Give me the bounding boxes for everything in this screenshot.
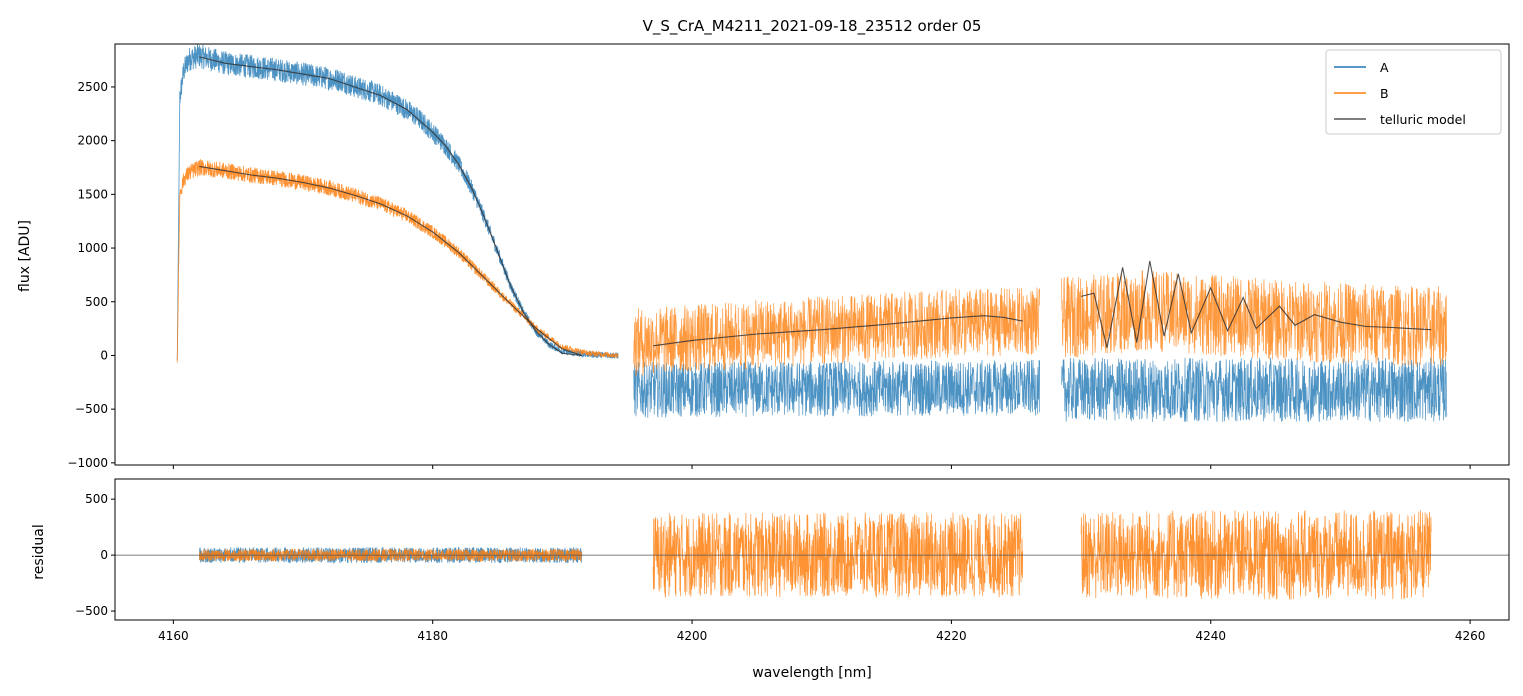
series-b-line — [633, 287, 1040, 377]
chart-title: V_S_CrA_M4211_2021-09-18_23512 order 05 — [643, 17, 982, 36]
series-a-line — [176, 44, 619, 360]
x-tick-label: 4200 — [677, 629, 708, 643]
x-tick-label: 4160 — [158, 629, 189, 643]
flux-panel: −1000 −500 0 500 1000 1500 2000 2500 flux [ADU]… — [17, 43, 1510, 470]
series-b-line — [176, 159, 619, 363]
flux-series-group — [176, 44, 1448, 423]
residual-panel-frame — [114, 478, 1510, 621]
residual-y-ticks: −500 0 500 — [75, 492, 115, 618]
flux-y-axis-label: flux [ADU] — [17, 220, 33, 292]
residual-x-ticks: 4160 4180 4200 4220 4240 4260 — [158, 620, 1485, 643]
x-axis-label: wavelength [nm] — [752, 665, 871, 681]
residual-b-line — [652, 512, 1024, 598]
telluric-model-line — [653, 315, 1023, 347]
x-tick-label: 4180 — [417, 629, 448, 643]
legend-frame — [1325, 49, 1502, 135]
telluric-model-line — [199, 165, 582, 357]
flux-y-tick-label: 500 — [85, 295, 108, 309]
legend-label-b: B — [1380, 86, 1389, 101]
legend: A B telluric model — [1325, 49, 1502, 135]
telluric-model-line — [199, 56, 582, 357]
legend-label-telluric-model: telluric model — [1380, 112, 1466, 127]
residual-y-tick-label: 0 — [100, 548, 108, 562]
flux-x-ticks — [172, 465, 1471, 469]
residual-y-tick-label: 500 — [85, 492, 108, 506]
flux-panel-frame — [114, 43, 1510, 466]
x-tick-label: 4240 — [1195, 629, 1226, 643]
flux-y-ticks: −1000 −500 0 500 1000 1500 2000 2500 — [67, 80, 115, 470]
flux-y-tick-label: 1000 — [77, 241, 108, 255]
legend-label-a: A — [1380, 60, 1389, 75]
series-b-line — [1061, 270, 1448, 367]
x-tick-label: 4260 — [1455, 629, 1486, 643]
flux-y-tick-label: −1000 — [67, 456, 108, 470]
residual-series-group — [115, 510, 1509, 600]
flux-y-tick-label: 2500 — [77, 80, 108, 94]
residual-b-line — [1080, 510, 1432, 600]
residual-panel: −500 0 500 4160 4180 4200 4220 4240 4260 residu… — [31, 478, 1510, 681]
flux-y-tick-label: −500 — [75, 402, 108, 416]
telluric-model-line — [1080, 260, 1432, 349]
series-a-line — [633, 359, 1040, 418]
x-tick-label: 4220 — [936, 629, 967, 643]
flux-y-tick-label: 1500 — [77, 187, 108, 201]
residual-y-tick-label: −500 — [75, 604, 108, 618]
flux-y-tick-label: 0 — [100, 348, 108, 362]
series-a-line — [1061, 357, 1448, 423]
flux-y-tick-label: 2000 — [77, 134, 108, 148]
residual-y-axis-label: residual — [31, 524, 47, 579]
